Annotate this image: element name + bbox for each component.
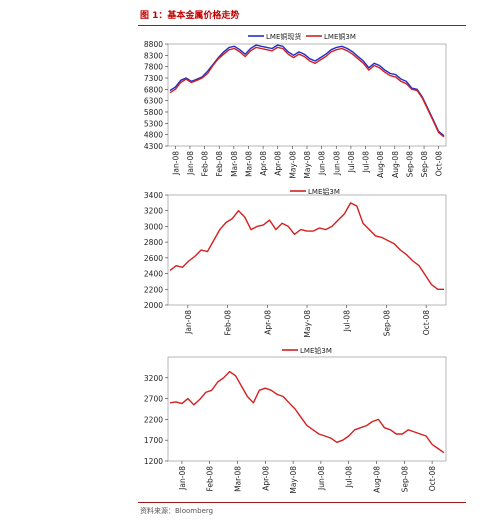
x-tick-label: May-08 xyxy=(289,466,298,494)
x-tick-label: Jul-08 xyxy=(345,466,354,489)
y-tick-label: 2000 xyxy=(144,301,163,310)
y-tick-label: 7800 xyxy=(144,63,163,72)
x-tick-label: Sep-08 xyxy=(420,151,429,178)
x-tick-label: Jan-08 xyxy=(178,466,187,491)
x-tick-label: Jun-08 xyxy=(318,151,327,176)
x-tick-label: May-08 xyxy=(303,310,312,338)
plot-area xyxy=(167,356,447,462)
lead-price-chart: 1200 1700 2200 2700 3200 Jan-08 Feb-08 Mar-08 Ap… xyxy=(144,346,447,494)
x-tick-label: Jan-08 xyxy=(184,310,193,335)
x-tick-label: Apr-08 xyxy=(259,151,268,176)
plot-area xyxy=(167,43,447,147)
y-tick-label: 2400 xyxy=(144,270,163,279)
plot-area xyxy=(167,194,447,306)
bottom-divider xyxy=(138,502,466,503)
legend-label: LME铝3M xyxy=(308,187,340,196)
y-tick-label: 3400 xyxy=(144,191,163,200)
legend-label: LME铅3M xyxy=(300,346,332,355)
y-tick-label: 8800 xyxy=(144,40,163,49)
x-tick-label: Oct-08 xyxy=(428,466,437,491)
x-tick-label: May-08 xyxy=(303,151,312,179)
aluminum-price-chart: 2000 2200 2400 2600 2800 3000 3200 3400 Jan-08 Fe… xyxy=(144,187,447,338)
x-tick-label: Apr-08 xyxy=(261,466,270,491)
x-tick-label: Jun-08 xyxy=(317,466,326,491)
x-tick-label: Jan-08 xyxy=(171,151,180,176)
y-tick-label: 2800 xyxy=(144,238,163,247)
x-tick-label: Sep-08 xyxy=(382,310,391,337)
y-tick-label: 2200 xyxy=(144,415,163,424)
y-tick-label: 3200 xyxy=(144,207,163,216)
series-line-0 xyxy=(169,370,445,454)
y-tick-label: 3000 xyxy=(144,222,163,231)
x-tick-label: Aug-08 xyxy=(376,151,385,178)
legend-label: LME铜3M xyxy=(324,32,356,41)
x-tick-label: Sep-08 xyxy=(405,151,414,178)
y-tick-label: 1200 xyxy=(144,457,163,466)
x-tick-label: Jul-08 xyxy=(343,310,352,333)
x-tick-label: Mar-08 xyxy=(244,151,253,177)
x-tick-label: Feb-08 xyxy=(201,151,210,177)
x-tick-label: May-08 xyxy=(288,151,297,179)
y-tick-label: 2600 xyxy=(144,254,163,263)
source-note: 资料来源：Bloomberg xyxy=(140,507,214,515)
y-tick-label: 5800 xyxy=(144,108,163,117)
x-tick-label: Oct-08 xyxy=(422,310,431,335)
series-line-0 xyxy=(169,202,444,291)
y-tick-label: 3200 xyxy=(144,374,163,383)
y-tick-label: 1700 xyxy=(144,436,163,445)
series-line-1 xyxy=(169,46,445,138)
x-tick-label: Mar-08 xyxy=(230,151,239,177)
x-tick-label: Jan-08 xyxy=(186,151,195,176)
x-tick-label: Apr-08 xyxy=(263,310,272,335)
y-tick-label: 6300 xyxy=(144,97,163,106)
x-tick-label: Feb-08 xyxy=(215,151,224,177)
x-tick-label: Oct-08 xyxy=(435,151,444,176)
y-tick-label: 4300 xyxy=(144,142,163,151)
y-tick-label: 4800 xyxy=(144,131,163,140)
x-tick-label: Feb-08 xyxy=(206,466,215,492)
y-tick-label: 2700 xyxy=(144,395,163,404)
x-tick-label: Aug-08 xyxy=(391,151,400,178)
y-tick-label: 8300 xyxy=(144,51,163,60)
x-tick-label: Apr-08 xyxy=(274,151,283,176)
x-tick-label: Jun-08 xyxy=(332,151,341,176)
x-tick-label: Mar-08 xyxy=(234,466,243,492)
x-tick-label: Aug-08 xyxy=(373,466,382,493)
title-divider xyxy=(138,25,466,26)
x-tick-label: Feb-08 xyxy=(224,310,233,336)
x-tick-label: Jul-08 xyxy=(347,151,356,174)
copper-price-chart: 4300 4800 5300 5800 6300 6800 7300 7800 8300 8800… xyxy=(144,32,447,179)
figure-title: 图 1：基本金属价格走势 xyxy=(140,11,240,21)
y-tick-label: 5300 xyxy=(144,119,163,128)
y-tick-label: 6800 xyxy=(144,85,163,94)
legend-label: LME铜现货 xyxy=(266,32,301,41)
x-tick-label: Jul-08 xyxy=(362,151,371,174)
x-tick-label: Sep-08 xyxy=(400,466,409,493)
y-tick-label: 7300 xyxy=(144,74,163,83)
y-tick-label: 2200 xyxy=(144,285,163,294)
